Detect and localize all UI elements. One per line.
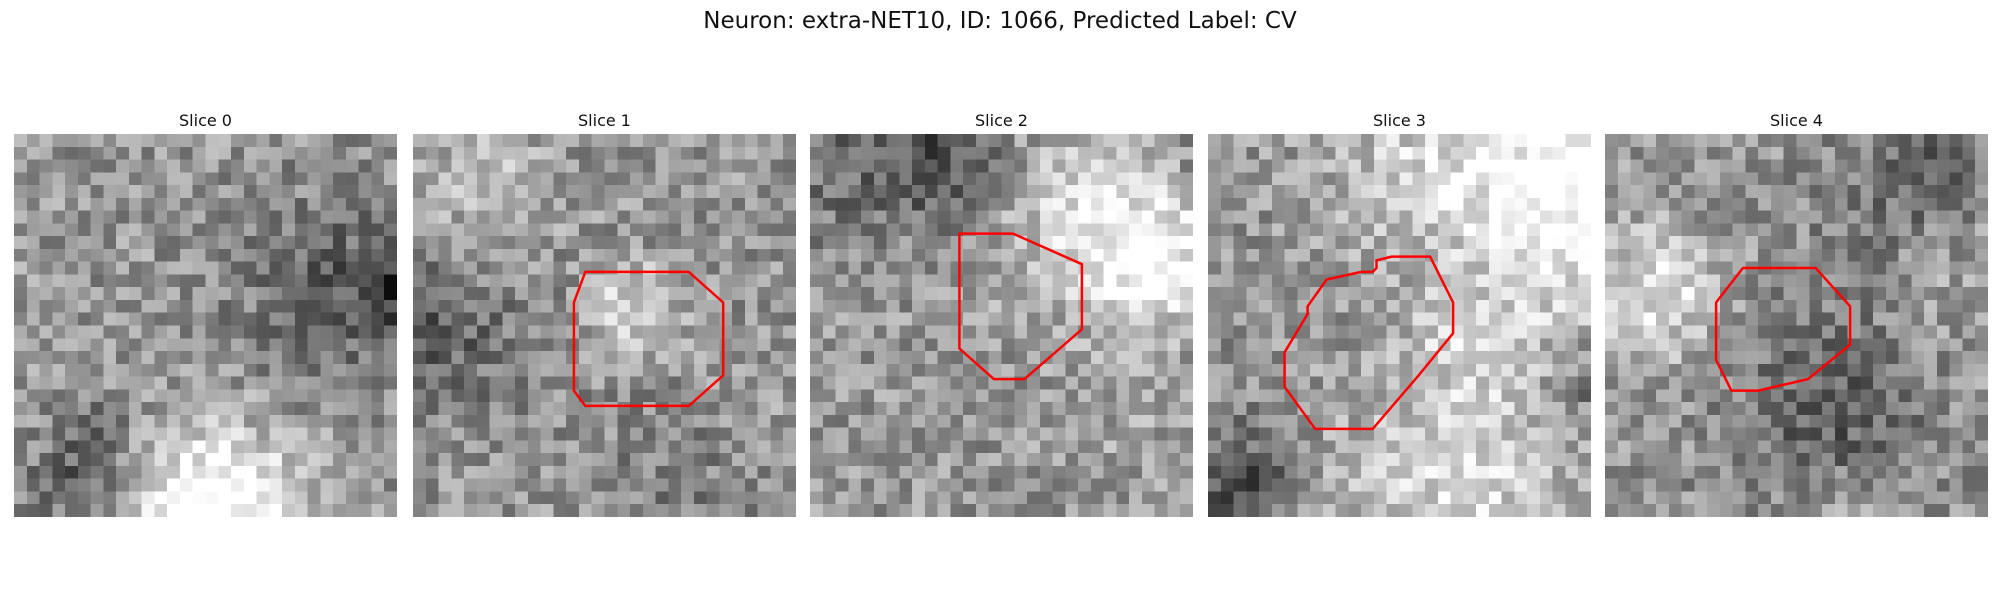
roi-outline <box>14 134 397 517</box>
roi-polygon <box>1714 266 1852 392</box>
roi-polygon <box>958 232 1084 381</box>
slice-image-frame <box>413 134 796 517</box>
slice-image-frame <box>810 134 1193 517</box>
slice-image <box>413 134 796 517</box>
roi-outline <box>1283 255 1455 431</box>
roi-outline <box>1714 266 1852 392</box>
slice-panel-1: Slice 1 <box>413 108 796 517</box>
roi-outline <box>572 270 725 408</box>
slice-image <box>14 134 397 517</box>
slice-title: Slice 0 <box>179 111 232 130</box>
slice-panel-0: Slice 0 <box>14 108 397 517</box>
slice-image <box>1208 134 1591 517</box>
slice-image <box>810 134 1193 517</box>
slice-title: Slice 4 <box>1770 111 1823 130</box>
slice-title: Slice 1 <box>578 111 631 130</box>
slice-title: Slice 3 <box>1373 111 1426 130</box>
slice-panel-3: Slice 3 <box>1208 108 1591 517</box>
slice-image <box>1605 134 1988 517</box>
figure-title: Neuron: extra-NET10, ID: 1066, Predicted… <box>703 8 1297 34</box>
slice-image-frame <box>1605 134 1988 517</box>
slice-title: Slice 2 <box>975 111 1028 130</box>
roi-outline <box>958 232 1084 381</box>
slice-image-frame <box>1208 134 1591 517</box>
slice-panel-2: Slice 2 <box>810 108 1193 517</box>
slice-panel-4: Slice 4 <box>1605 108 1988 517</box>
slice-image-frame <box>14 134 397 517</box>
roi-polygon <box>572 270 725 408</box>
roi-polygon <box>1283 255 1455 431</box>
